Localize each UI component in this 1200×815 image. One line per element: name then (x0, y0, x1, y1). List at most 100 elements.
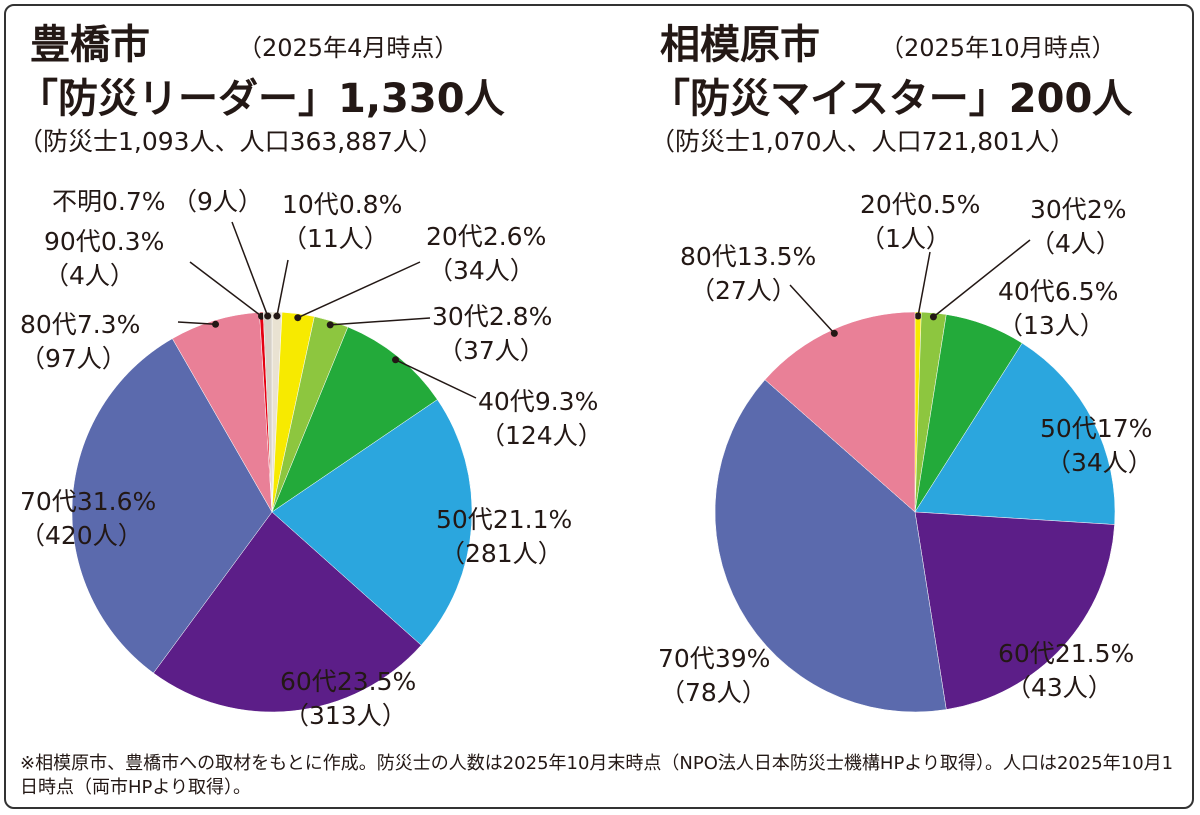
title: 相模原市 (660, 22, 820, 68)
slice-value: 31.6% (77, 487, 156, 516)
slice-count: （1人） (860, 224, 951, 253)
leader-dot (914, 312, 922, 320)
slice-category: 50代 (1040, 414, 1097, 443)
leader-line (932, 239, 1031, 318)
slice-category: 不明 (52, 187, 102, 216)
slice-count: （124人） (480, 421, 603, 450)
slice-category: 40代 (478, 387, 535, 416)
slice-count: （78人） (660, 678, 767, 707)
slice-label: 90代0.3% (44, 227, 164, 256)
slice-count: （281人） (440, 539, 563, 568)
slice-label: 80代13.5% (680, 242, 816, 271)
leader-line (917, 251, 931, 317)
slice-value: 2% (1087, 195, 1127, 224)
slice-category: 60代 (998, 639, 1055, 668)
slice-label: 40代9.3% (478, 387, 598, 416)
slice-label: 40代6.5% (998, 277, 1118, 306)
date: （2025年4月時点） (238, 34, 458, 62)
leader-line (789, 284, 835, 334)
slice-count: （37人） (438, 336, 545, 365)
slice-value: 6.5% (1055, 277, 1119, 306)
leader-line (231, 221, 269, 317)
note: （防災士1,070人、人口721,801人） (650, 127, 1075, 156)
slice-label: 80代7.3% (20, 310, 140, 339)
slice-category: 40代 (998, 277, 1055, 306)
slice-count: （34人） (428, 256, 535, 285)
slice-category: 80代 (20, 310, 77, 339)
leader-dot (294, 314, 302, 322)
slice-count: （420人） (20, 521, 143, 550)
pie-slice (71, 338, 273, 674)
slice-value: 0.8% (339, 190, 403, 219)
slice-label: 50代21.1% (436, 505, 572, 534)
leader-dot (392, 356, 400, 364)
date: （2025年10月時点） (880, 34, 1116, 62)
footnote: ※相模原市、豊橋市への取材をもとに作成。防災士の人数は2025年10月末時点（N… (20, 753, 1174, 798)
frame (4, 4, 1194, 809)
slice-value: 7.3% (77, 310, 141, 339)
slice-count: （97人） (20, 344, 127, 373)
slice-count: （313人） (284, 701, 407, 730)
slice-value: 9.3% (535, 387, 599, 416)
note: （防災士1,093人、人口363,887人） (18, 127, 443, 156)
slice-category: 10代 (282, 190, 339, 219)
slice-category: 20代 (426, 222, 483, 251)
leader-dot (929, 313, 937, 321)
slice-count: （43人） (1006, 673, 1113, 702)
slice-value: 2.8% (489, 302, 553, 331)
slice-value: 13.5% (737, 242, 816, 271)
leader-line (330, 317, 431, 326)
slice-label: 10代0.8% (282, 190, 402, 219)
slice-label: 20代2.6% (426, 222, 546, 251)
leader-line (297, 261, 421, 319)
subtitle: 「防災マイスター」200人 (650, 76, 1133, 122)
slice-count: （11人） (282, 224, 389, 253)
slice-label: 30代2% (1030, 195, 1126, 224)
slice-category: 50代 (436, 505, 493, 534)
slice-value: 39% (715, 644, 771, 673)
slice-label: 60代23.5% (280, 667, 416, 696)
slice-category: 70代 (20, 487, 77, 516)
slice-category: 20代 (860, 190, 917, 219)
slice-count: （9人） (172, 187, 263, 216)
slice-count: （27人） (690, 276, 797, 305)
slice-category: 60代 (280, 667, 337, 696)
slice-category: 70代 (658, 644, 715, 673)
slice-value: 21.1% (493, 505, 572, 534)
slice-value: 17% (1097, 414, 1153, 443)
leader-dot (264, 312, 272, 320)
slice-value: 0.5% (917, 190, 981, 219)
slice-category: 30代 (432, 302, 489, 331)
leader-line (395, 359, 477, 399)
leader-dot (830, 329, 838, 337)
slice-label: 不明0.7% (52, 187, 166, 216)
pie-slice (914, 511, 1115, 710)
slice-label: 20代0.5% (860, 190, 980, 219)
slice-count: （4人） (44, 261, 135, 290)
pie-slice (914, 342, 1116, 525)
slice-value: 21.5% (1055, 639, 1134, 668)
slice-category: 90代 (44, 227, 101, 256)
leader-dot (273, 312, 281, 320)
slice-category: 80代 (680, 242, 737, 271)
pie-slice (714, 379, 947, 713)
slice-value: 23.5% (337, 667, 416, 696)
leader-line (276, 259, 289, 317)
leader-line (177, 321, 216, 326)
pie-slice (764, 311, 916, 513)
pie-slice (262, 311, 273, 513)
leader-dot (212, 320, 220, 328)
slice-category: 30代 (1030, 195, 1087, 224)
slice-label: 60代21.5% (998, 639, 1134, 668)
slice-count: （4人） (1030, 229, 1121, 258)
slice-value: 2.6% (483, 222, 547, 251)
slice-count: （34人） (1046, 448, 1153, 477)
slice-label: 30代2.8% (432, 302, 552, 331)
slice-label: 50代17% (1040, 414, 1152, 443)
pie-slice (153, 511, 422, 713)
pie-slice (271, 326, 438, 513)
pie-slice (271, 399, 473, 646)
slice-label: 70代31.6% (20, 487, 156, 516)
slice-label: 70代39% (658, 644, 770, 673)
